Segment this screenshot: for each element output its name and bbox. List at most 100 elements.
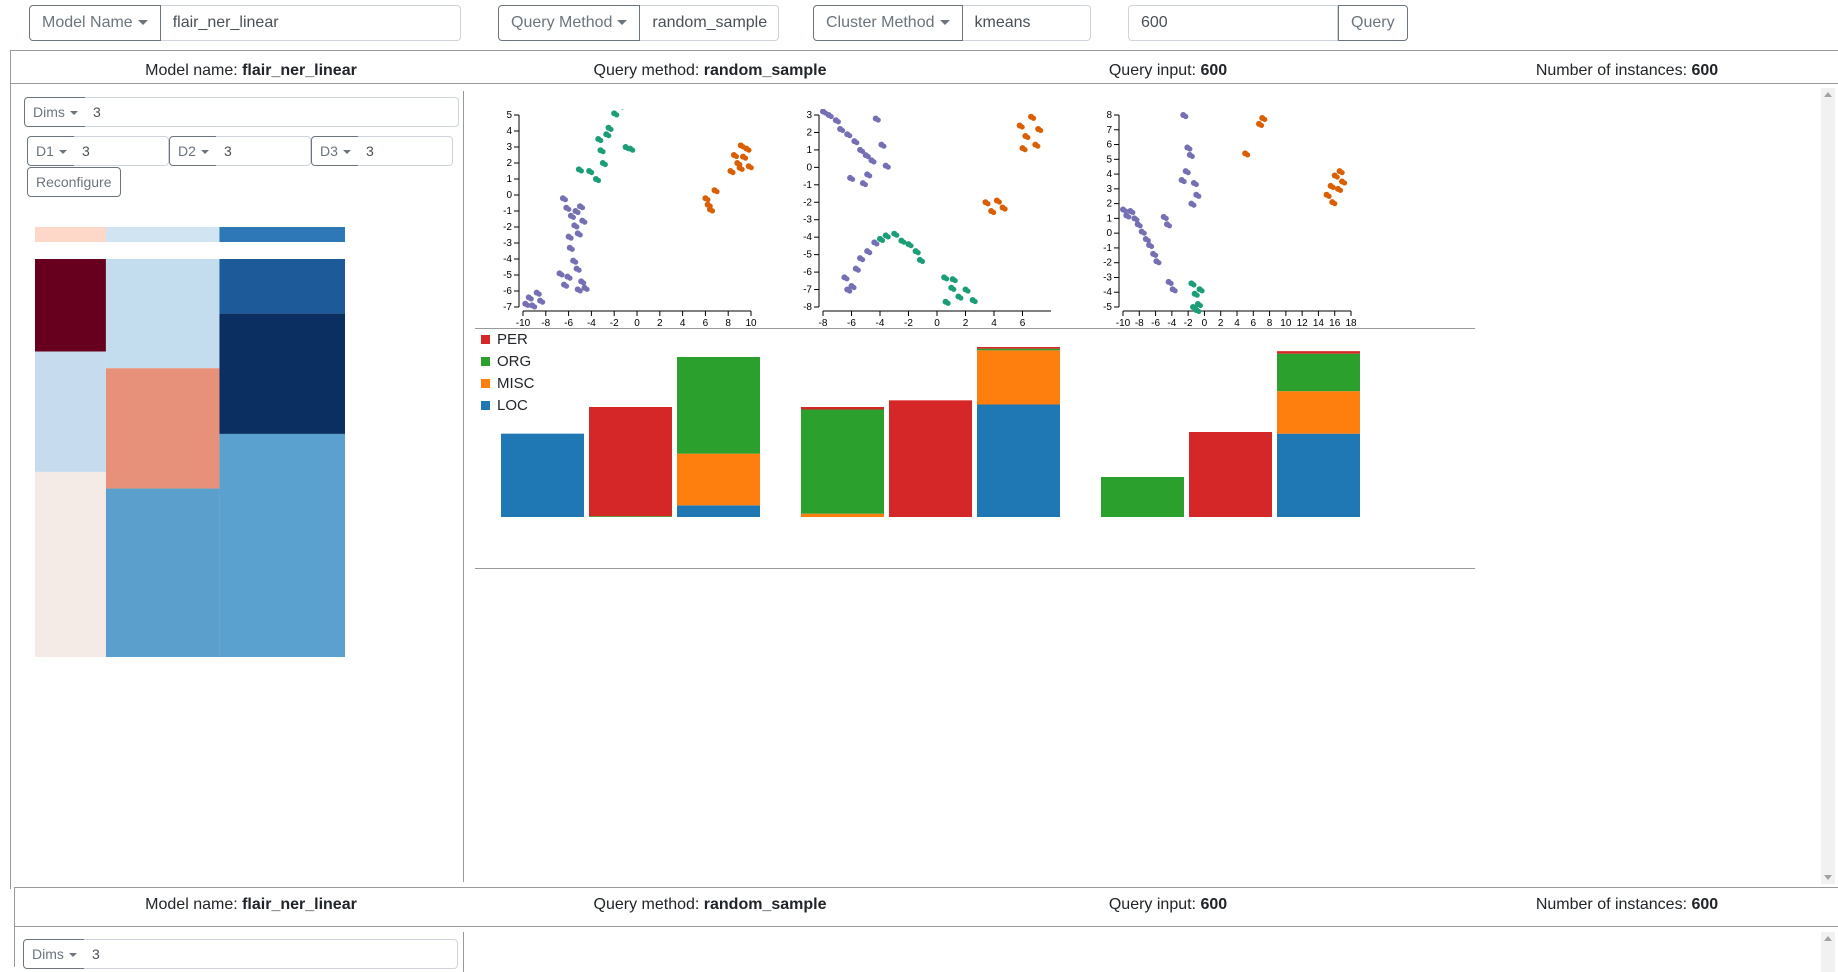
dims-input[interactable]: 3 [85, 97, 459, 127]
vertical-scrollbar[interactable] [1821, 932, 1835, 972]
x-tick-label: 0 [934, 318, 940, 329]
divider [15, 926, 1838, 927]
model-name-input[interactable]: flair_ner_linear [160, 5, 461, 41]
cluster-heatmap [35, 227, 345, 657]
query-method-dropdown[interactable]: Query Method [498, 5, 641, 41]
scatter-point [996, 199, 1002, 205]
bar-segment-loc [977, 404, 1060, 517]
query-method-input[interactable]: random_sample [640, 5, 780, 41]
scatter-point [972, 298, 978, 305]
scatter-point [1196, 308, 1202, 315]
scatter-point [867, 173, 873, 179]
d1-dropdown[interactable]: D1 [27, 136, 76, 166]
scatter-point [567, 275, 573, 281]
scatter-point [1194, 292, 1200, 298]
reconfigure-button[interactable]: Reconfigure [27, 167, 121, 197]
scatter-point [885, 234, 891, 240]
scatter-point [944, 276, 950, 282]
d2-input[interactable]: 3 [216, 136, 311, 166]
scatter-point [540, 299, 546, 305]
d3-input[interactable]: 3 [358, 136, 453, 166]
scroll-up-icon[interactable] [1824, 92, 1832, 97]
x-tick-label: 8 [1267, 318, 1273, 329]
scatter-point [1130, 209, 1136, 216]
dims-dropdown[interactable]: Dims [23, 939, 86, 969]
chevron-down-icon [68, 953, 77, 958]
y-tick-label: 2 [506, 158, 512, 169]
scatter-point [1332, 201, 1338, 207]
divider [475, 568, 1475, 569]
result-panel-2: Model name: flair_ner_linear Query metho… [14, 887, 1838, 972]
scatter-point [742, 155, 749, 161]
x-tick-label: 0 [1202, 318, 1208, 329]
y-tick-label: -4 [803, 232, 812, 243]
y-tick-label: -6 [503, 286, 512, 297]
dims-dropdown[interactable]: Dims [24, 97, 87, 127]
scroll-up-icon[interactable] [1824, 936, 1832, 941]
bar-segment-per [801, 407, 884, 410]
scatter-point [569, 246, 575, 252]
y-tick-label: -3 [803, 215, 812, 226]
x-tick-label: 6 [703, 318, 709, 329]
y-tick-label: -5 [1103, 302, 1112, 313]
scatter-point [595, 177, 602, 184]
y-tick-label: -3 [503, 238, 512, 249]
x-tick-label: -4 [1167, 318, 1176, 329]
scatter-point [1002, 206, 1008, 212]
x-tick-label: -8 [541, 318, 550, 329]
scatter-point [602, 161, 608, 168]
dims-input[interactable]: 3 [84, 939, 458, 969]
cluster-method-input[interactable]: kmeans [962, 5, 1091, 41]
scatter-point [847, 288, 853, 294]
scatter-point [1145, 237, 1151, 244]
x-tick-label: 12 [1297, 318, 1309, 329]
instances-info: Number of instances: 600 [1535, 896, 1719, 913]
scatter-point [1196, 193, 1202, 199]
bar-segment-loc [677, 505, 760, 517]
scatter-point [1258, 122, 1265, 128]
scatter-point [630, 147, 636, 153]
query-input[interactable]: 600 [1128, 5, 1338, 41]
scatter-point [871, 159, 877, 165]
scatter-point [577, 288, 583, 294]
scatter-point [578, 168, 584, 174]
scatter-point [851, 284, 857, 291]
heatmap-cell [105, 368, 220, 489]
x-tick-label: -6 [847, 318, 856, 329]
scatter-point [867, 250, 873, 256]
scatter-point [1330, 184, 1336, 190]
y-tick-label: -5 [503, 270, 512, 281]
scatter-point [1168, 280, 1174, 286]
d2-dropdown[interactable]: D2 [169, 136, 218, 166]
cluster-method-dropdown[interactable]: Cluster Method [813, 5, 963, 41]
scatter-point [1038, 127, 1044, 134]
scatter-point [1189, 153, 1195, 159]
x-tick-label: -2 [904, 318, 913, 329]
scatter-point [606, 133, 612, 139]
y-tick-label: -2 [803, 197, 812, 208]
d3-dropdown[interactable]: D3 [311, 136, 360, 166]
model-name-dropdown[interactable]: Model Name [29, 5, 161, 41]
y-tick-label: 5 [1106, 154, 1112, 165]
scatter-point [875, 117, 881, 123]
scroll-down-icon[interactable] [1824, 875, 1832, 880]
scatter-point [952, 277, 958, 284]
scatter-point [563, 283, 570, 289]
chevron-down-icon [939, 20, 950, 26]
bar-segment-misc [1277, 391, 1360, 434]
model-name-info: Model name: flair_ner_linear [145, 896, 357, 913]
column-divider [463, 91, 464, 882]
query-button[interactable]: Query [1338, 5, 1408, 41]
scatter-point [748, 165, 754, 171]
d1-input[interactable]: 3 [74, 136, 169, 166]
divider [11, 83, 1838, 84]
y-tick-label: 1 [1106, 213, 1112, 224]
heatmap-cell [219, 433, 345, 657]
y-tick-label: 2 [1106, 199, 1112, 210]
scatter-point [709, 208, 716, 214]
scatter-point [1172, 288, 1178, 294]
vertical-scrollbar[interactable] [1821, 88, 1835, 884]
x-tick-label: -4 [587, 318, 596, 329]
bar-segment-org [801, 409, 884, 514]
